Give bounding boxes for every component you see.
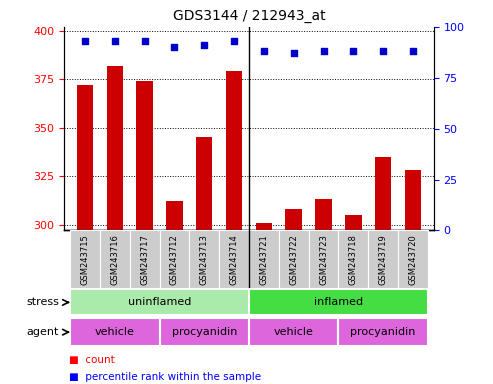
Bar bbox=[106, 66, 123, 384]
Bar bbox=[70, 290, 249, 315]
Bar bbox=[316, 199, 332, 384]
Text: GSM243721: GSM243721 bbox=[259, 234, 268, 285]
Text: GSM243718: GSM243718 bbox=[349, 234, 358, 285]
Point bbox=[230, 38, 238, 44]
Bar bbox=[160, 230, 189, 288]
Point bbox=[290, 50, 298, 56]
Bar bbox=[249, 318, 338, 346]
Point bbox=[141, 38, 148, 44]
Text: procyanidin: procyanidin bbox=[351, 327, 416, 337]
Bar bbox=[130, 230, 160, 288]
Text: agent: agent bbox=[27, 327, 59, 337]
Text: procyanidin: procyanidin bbox=[172, 327, 237, 337]
Point bbox=[379, 48, 387, 55]
Text: GSM243716: GSM243716 bbox=[110, 234, 119, 285]
Bar bbox=[219, 230, 249, 288]
Text: inflamed: inflamed bbox=[314, 297, 363, 308]
Point bbox=[350, 48, 357, 55]
Text: GSM243723: GSM243723 bbox=[319, 234, 328, 285]
Bar bbox=[309, 230, 338, 288]
Bar bbox=[285, 209, 302, 384]
Point bbox=[260, 48, 268, 55]
Text: GSM243719: GSM243719 bbox=[379, 234, 387, 285]
Text: GSM243717: GSM243717 bbox=[140, 234, 149, 285]
Text: ■  count: ■ count bbox=[69, 355, 115, 365]
Point bbox=[319, 48, 327, 55]
Text: GSM243714: GSM243714 bbox=[230, 234, 239, 285]
Point bbox=[111, 38, 119, 44]
Bar bbox=[338, 230, 368, 288]
Point bbox=[171, 44, 178, 50]
Text: vehicle: vehicle bbox=[274, 327, 314, 337]
Bar bbox=[279, 230, 309, 288]
Point bbox=[81, 38, 89, 44]
Bar bbox=[196, 137, 212, 384]
Point bbox=[200, 42, 208, 48]
Text: uninflamed: uninflamed bbox=[128, 297, 191, 308]
Text: stress: stress bbox=[26, 297, 59, 308]
Bar bbox=[249, 290, 428, 315]
Bar bbox=[249, 230, 279, 288]
Bar bbox=[398, 230, 428, 288]
Bar bbox=[256, 223, 272, 384]
Bar bbox=[226, 71, 242, 384]
Bar bbox=[70, 230, 100, 288]
Title: GDS3144 / 212943_at: GDS3144 / 212943_at bbox=[173, 9, 325, 23]
Text: GSM243722: GSM243722 bbox=[289, 234, 298, 285]
Text: GSM243713: GSM243713 bbox=[200, 234, 209, 285]
Text: GSM243715: GSM243715 bbox=[80, 234, 89, 285]
Bar bbox=[77, 85, 93, 384]
Text: GSM243712: GSM243712 bbox=[170, 234, 179, 285]
Bar bbox=[345, 215, 361, 384]
Bar bbox=[100, 230, 130, 288]
Bar bbox=[166, 201, 182, 384]
Bar bbox=[338, 318, 428, 346]
Bar bbox=[160, 318, 249, 346]
Bar bbox=[137, 81, 153, 384]
Text: vehicle: vehicle bbox=[95, 327, 135, 337]
Bar bbox=[405, 170, 421, 384]
Point bbox=[409, 48, 417, 55]
Bar bbox=[189, 230, 219, 288]
Text: ■  percentile rank within the sample: ■ percentile rank within the sample bbox=[69, 372, 261, 382]
Bar bbox=[368, 230, 398, 288]
Bar bbox=[375, 157, 391, 384]
Text: GSM243720: GSM243720 bbox=[409, 234, 418, 285]
Bar bbox=[70, 318, 160, 346]
